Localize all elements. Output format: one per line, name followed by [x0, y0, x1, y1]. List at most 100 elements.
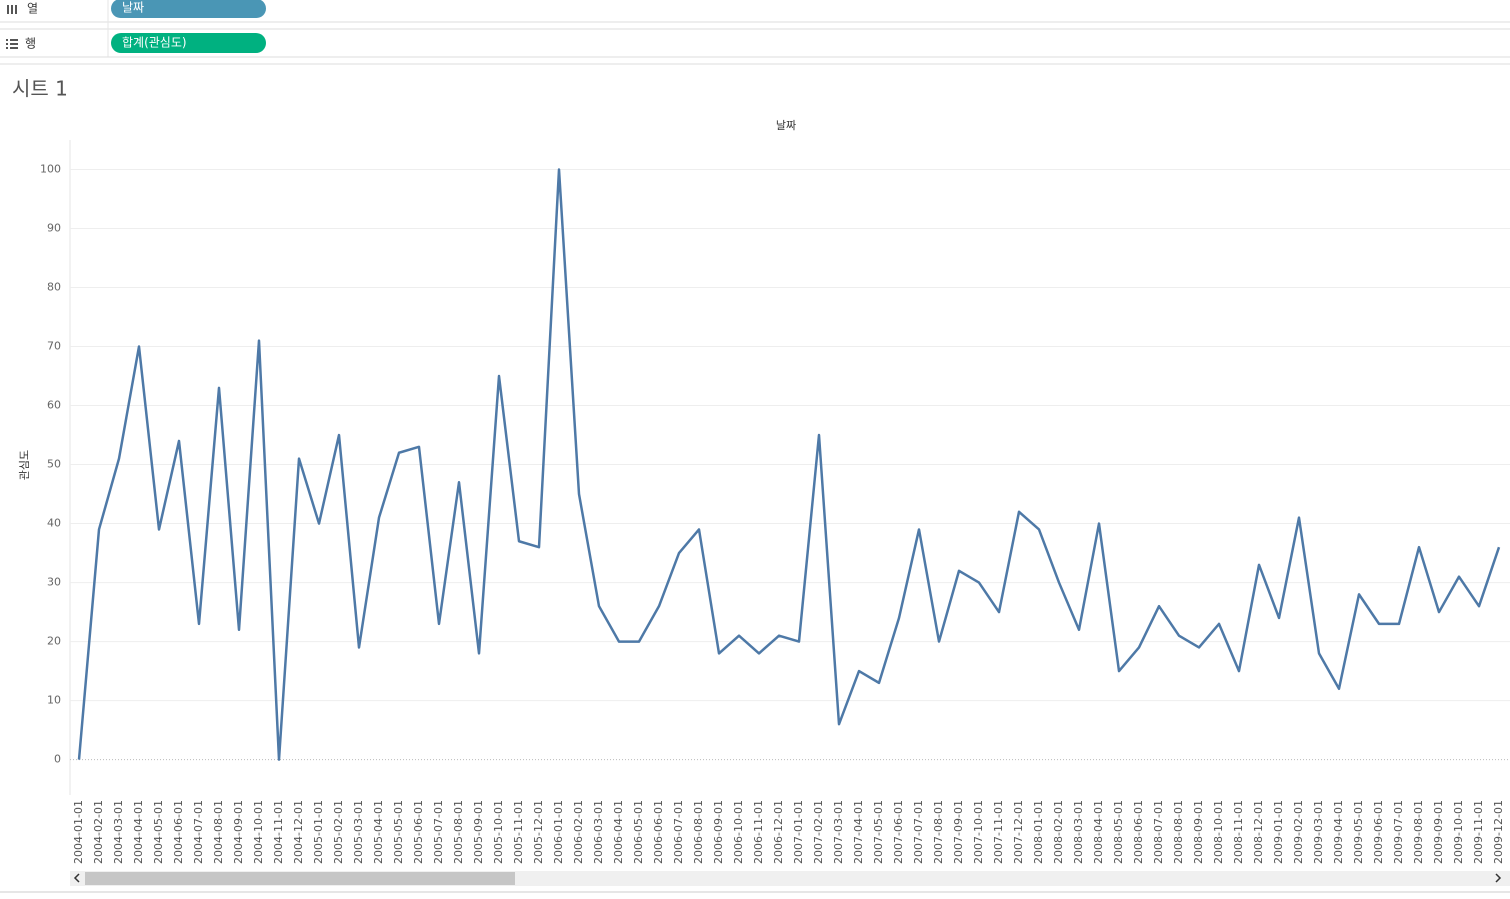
y-tick-label: 30: [47, 576, 61, 589]
x-tick-label: 2006-04-01: [612, 800, 625, 864]
x-tick-label: 2009-04-01: [1332, 800, 1345, 864]
x-tick-label: 2009-05-01: [1352, 800, 1365, 864]
x-tick-label: 2007-03-01: [832, 800, 845, 864]
x-tick-label: 2004-07-01: [192, 800, 205, 864]
x-tick-label: 2005-12-01: [532, 800, 545, 864]
x-tick-label: 2007-09-01: [952, 800, 965, 864]
x-tick-label: 2005-02-01: [332, 800, 345, 864]
x-tick-label: 2009-01-01: [1272, 800, 1285, 864]
x-tick-label: 2005-04-01: [372, 800, 385, 864]
x-tick-label: 2009-03-01: [1312, 800, 1325, 864]
x-tick-label: 2009-09-01: [1432, 800, 1445, 864]
x-tick-label: 2004-09-01: [232, 800, 245, 864]
x-tick-label: 2007-06-01: [892, 800, 905, 864]
x-tick-label: 2009-02-01: [1292, 800, 1305, 864]
x-tick-label: 2007-12-01: [1012, 800, 1025, 864]
x-tick-label: 2009-10-01: [1452, 800, 1465, 864]
y-tick-label: 100: [40, 163, 61, 176]
x-tick-label: 2006-06-01: [652, 800, 665, 864]
x-tick-label: 2008-04-01: [1092, 800, 1105, 864]
x-tick-label: 2005-06-01: [412, 800, 425, 864]
x-tick-label: 2006-12-01: [772, 800, 785, 864]
pill[interactable]: [111, 0, 266, 18]
x-tick-label: 2005-08-01: [452, 800, 465, 864]
x-tick-label: 2008-03-01: [1072, 800, 1085, 864]
x-tick-label: 2008-09-01: [1192, 800, 1205, 864]
pill[interactable]: [111, 33, 266, 53]
y-tick-label: 0: [54, 753, 61, 766]
x-tick-label: 2009-12-01: [1492, 800, 1505, 864]
x-tick-label: 2004-05-01: [152, 800, 165, 864]
scrollbar-thumb[interactable]: [85, 872, 515, 885]
y-tick-label: 80: [47, 281, 61, 294]
pill-text: 합계(관심도): [122, 36, 187, 50]
x-tick-label: 2004-06-01: [172, 800, 185, 864]
y-tick-label: 70: [47, 340, 61, 353]
x-tick-label: 2009-08-01: [1412, 800, 1425, 864]
x-tick-label: 2007-01-01: [792, 800, 805, 864]
x-tick-label: 2004-08-01: [212, 800, 225, 864]
line: [77, 168, 1501, 761]
x-tick-label: 2005-09-01: [472, 800, 485, 864]
x-tick-label: 2006-02-01: [572, 800, 585, 864]
x-tick-label: 2004-01-01: [72, 800, 85, 864]
x-tick-label: 2006-03-01: [592, 800, 605, 864]
x-tick-label: 2004-02-01: [92, 800, 105, 864]
x-tick-label: 2004-10-01: [252, 800, 265, 864]
y-tick-label: 10: [47, 694, 61, 707]
x-tick-label: 2008-11-01: [1232, 800, 1245, 864]
x-tick-label: 2008-01-01: [1032, 800, 1045, 864]
y-tick-label: 90: [47, 222, 61, 235]
x-tick-label: 2005-03-01: [352, 800, 365, 864]
x-tick-label: 2009-07-01: [1392, 800, 1405, 864]
scroll-left[interactable]: [73, 873, 80, 883]
x-tick-label: 2008-02-01: [1052, 800, 1065, 864]
sheet-title: 시트 1: [12, 77, 68, 101]
x-tick-label: 2008-06-01: [1132, 800, 1145, 864]
y-axis-title: 관심도: [18, 450, 31, 480]
x-tick-label: 2004-03-01: [112, 800, 125, 864]
x-tick-label: 2006-10-01: [732, 800, 745, 864]
x-tick-label: 2006-05-01: [632, 800, 645, 864]
x-tick-label: 2007-02-01: [812, 800, 825, 864]
x-tick-label: 2009-06-01: [1372, 800, 1385, 864]
plot: 0 10 20 30 40 50 60 70 80 90 100 2004-01-01 2004-02-…: [40, 163, 1510, 864]
x-tick-label: 2006-09-01: [712, 800, 725, 864]
columns-icon: [7, 5, 17, 14]
x-tick-label: 2006-11-01: [752, 800, 765, 864]
x-tick-label: 2007-10-01: [972, 800, 985, 864]
x-tick-label: 2004-04-01: [132, 800, 145, 864]
x-tick-label: 2009-11-01: [1472, 800, 1485, 864]
scroll-right[interactable]: [1495, 873, 1502, 883]
x-tick-label: 2006-08-01: [692, 800, 705, 864]
x-tick-label: 2005-07-01: [432, 800, 445, 864]
rows-icon: [6, 39, 18, 49]
x-tick-label: 2006-01-01: [552, 800, 565, 864]
x-tick-label: 2008-05-01: [1112, 800, 1125, 864]
x-tick-label: 2005-10-01: [492, 800, 505, 864]
x-tick-label: 2007-08-01: [932, 800, 945, 864]
x-tick-label: 2008-12-01: [1252, 800, 1265, 864]
x-tick-label: 2008-10-01: [1212, 800, 1225, 864]
x-tick-label: 2007-07-01: [912, 800, 925, 864]
x-tick-label: 2006-07-01: [672, 800, 685, 864]
x-tick-label: 2008-08-01: [1172, 800, 1185, 864]
x-tick-label: 2005-05-01: [392, 800, 405, 864]
y-tick-label: 20: [47, 635, 61, 648]
x-tick-label: 2005-01-01: [312, 800, 325, 864]
x-tick-label: 2007-11-01: [992, 800, 1005, 864]
x-tick-label: 2007-05-01: [872, 800, 885, 864]
x-tick-label: 2008-07-01: [1152, 800, 1165, 864]
y-tick-label: 40: [47, 517, 61, 530]
shelf-label: 열: [27, 2, 38, 16]
y-tick-label: 60: [47, 399, 61, 412]
x-tick-label: 2004-12-01: [292, 800, 305, 864]
shelf-label: 행: [25, 36, 36, 51]
pill-text: 날짜: [122, 1, 144, 15]
x-axis-title: 날짜: [776, 119, 796, 132]
x-tick-label: 2005-11-01: [512, 800, 525, 864]
x-tick-label: 2007-04-01: [852, 800, 865, 864]
y-tick-label: 50: [47, 458, 61, 471]
x-tick-label: 2004-11-01: [272, 800, 285, 864]
